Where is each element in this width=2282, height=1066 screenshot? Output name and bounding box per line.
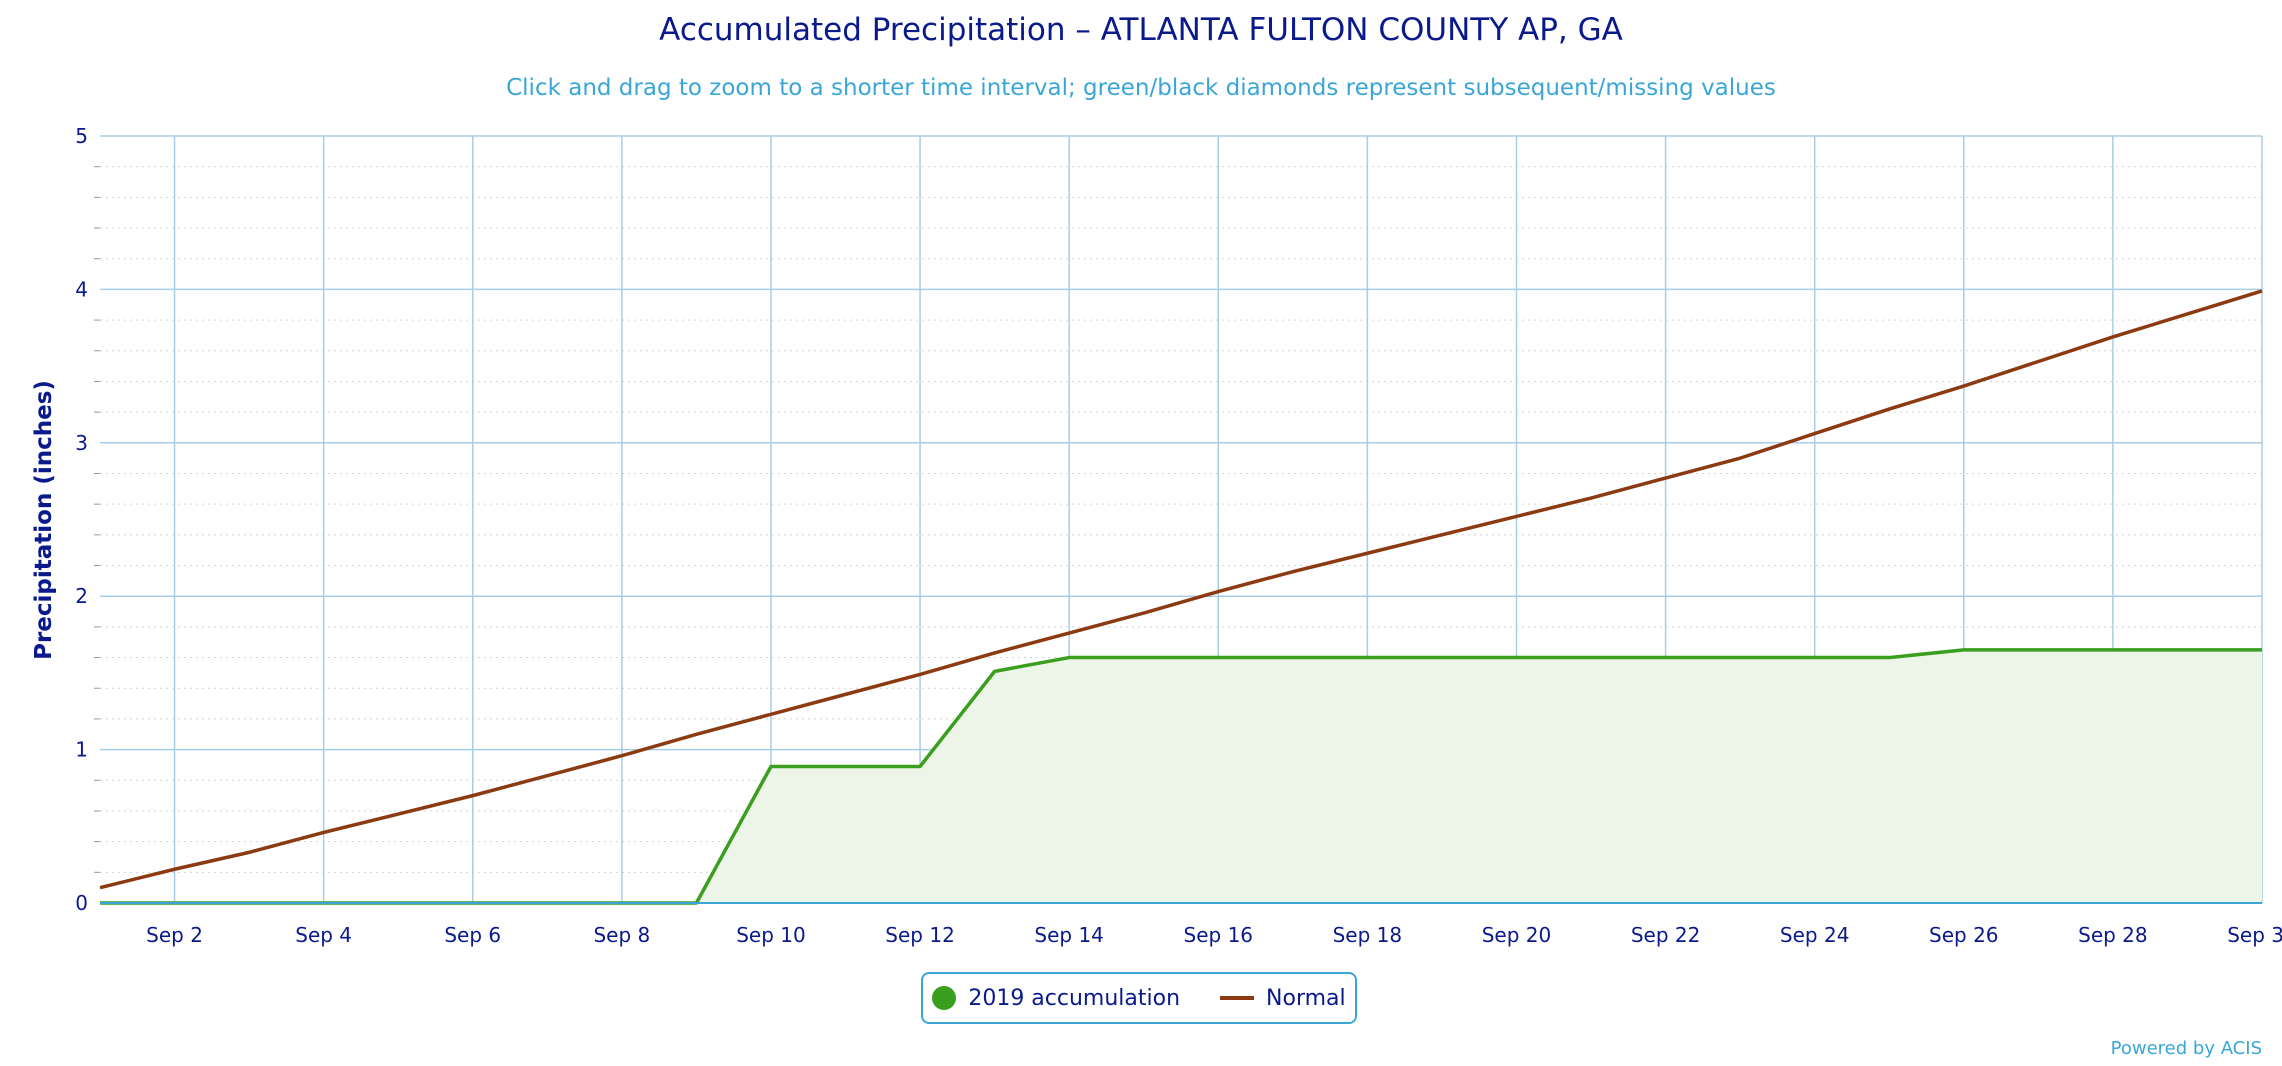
brown-line-icon xyxy=(1220,996,1255,1000)
legend-label-2019: 2019 accumulation xyxy=(968,985,1181,1011)
y-tick-label: 0 xyxy=(75,891,88,915)
powered-by-credit[interactable]: Powered by ACIS xyxy=(2110,1038,2262,1059)
y-tick-label: 2 xyxy=(75,584,88,608)
x-tick-label: Sep 22 xyxy=(1631,923,1701,947)
y-axis-label: Precipitation (inches) xyxy=(31,380,57,660)
x-tick-label: Sep 20 xyxy=(1482,923,1552,947)
y-tick-label: 5 xyxy=(75,124,88,148)
x-tick-label: Sep 12 xyxy=(885,923,955,947)
legend: 2019 accumulation Normal xyxy=(921,972,1357,1024)
x-tick-label: Sep 16 xyxy=(1184,923,1254,947)
green-dot-icon xyxy=(932,986,957,1010)
x-tick-label: Sep 30 xyxy=(2227,923,2282,947)
legend-item-2019[interactable]: 2019 accumulation xyxy=(932,986,1180,1011)
x-tick-label: Sep 2 xyxy=(146,923,203,947)
axis-layer: 0 1 2 3 4 5 Sep 2 Sep 4 Sep 6 Sep 8 Sep 10 Sep 12 Se… xyxy=(75,124,2282,947)
area-layer xyxy=(100,649,2262,903)
y-tick-label: 4 xyxy=(75,277,88,301)
x-tick-label: Sep 4 xyxy=(295,923,352,947)
x-tick-label: Sep 28 xyxy=(2078,923,2148,947)
x-tick-label: Sep 14 xyxy=(1034,923,1104,947)
series-line-normal xyxy=(99,289,2263,890)
chart-title: Accumulated Precipitation – ATLANTA FULT… xyxy=(659,12,1623,48)
x-tick-label: Sep 8 xyxy=(593,923,650,947)
x-tick-label: Sep 24 xyxy=(1780,923,1850,947)
accumulation-area xyxy=(100,649,2262,903)
legend-item-normal[interactable]: Normal xyxy=(1220,986,1346,1011)
x-tick-label: Sep 18 xyxy=(1333,923,1403,947)
x-tick-label: Sep 10 xyxy=(736,923,806,947)
x-tick-label: Sep 26 xyxy=(1929,923,1999,947)
legend-label-normal: Normal xyxy=(1266,985,1346,1011)
chart-subtitle: Click and drag to zoom to a shorter time… xyxy=(506,75,1776,101)
y-tick-label: 3 xyxy=(75,431,88,455)
x-tick-label: Sep 6 xyxy=(444,923,501,947)
y-tick-label: 1 xyxy=(75,738,88,762)
